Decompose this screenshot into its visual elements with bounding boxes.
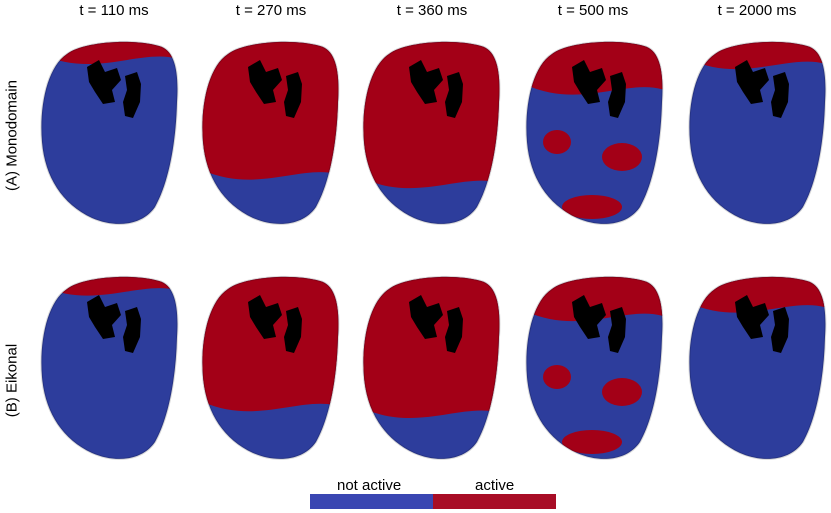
row-label-eikonal: (B) Eikonal <box>3 343 21 418</box>
heart-eikonal-2000ms <box>688 275 827 460</box>
heart-monodomain-270ms <box>201 40 340 225</box>
column-label-110ms: t = 110 ms <box>79 2 149 19</box>
heart-monodomain-500ms <box>525 40 664 225</box>
legend-label-not-active: not active <box>337 477 402 494</box>
legend-swatch-not-active <box>310 494 433 509</box>
heart-monodomain-360ms <box>362 40 501 225</box>
row-label-monodomain: (A) Monodomain <box>3 80 21 191</box>
column-label-2000ms: t = 2000 ms <box>717 2 797 19</box>
column-label-270ms: t = 270 ms <box>235 2 307 19</box>
column-label-500ms: t = 500 ms <box>557 2 629 19</box>
legend-swatch-active <box>433 494 556 509</box>
heart-eikonal-110ms <box>40 275 179 460</box>
heart-eikonal-360ms <box>362 275 501 460</box>
column-label-360ms: t = 360 ms <box>396 2 468 19</box>
heart-monodomain-2000ms <box>688 40 827 225</box>
heart-eikonal-500ms <box>525 275 664 460</box>
legend-label-active: active <box>475 477 515 494</box>
heart-monodomain-110ms <box>40 40 179 225</box>
heart-eikonal-270ms <box>201 275 340 460</box>
